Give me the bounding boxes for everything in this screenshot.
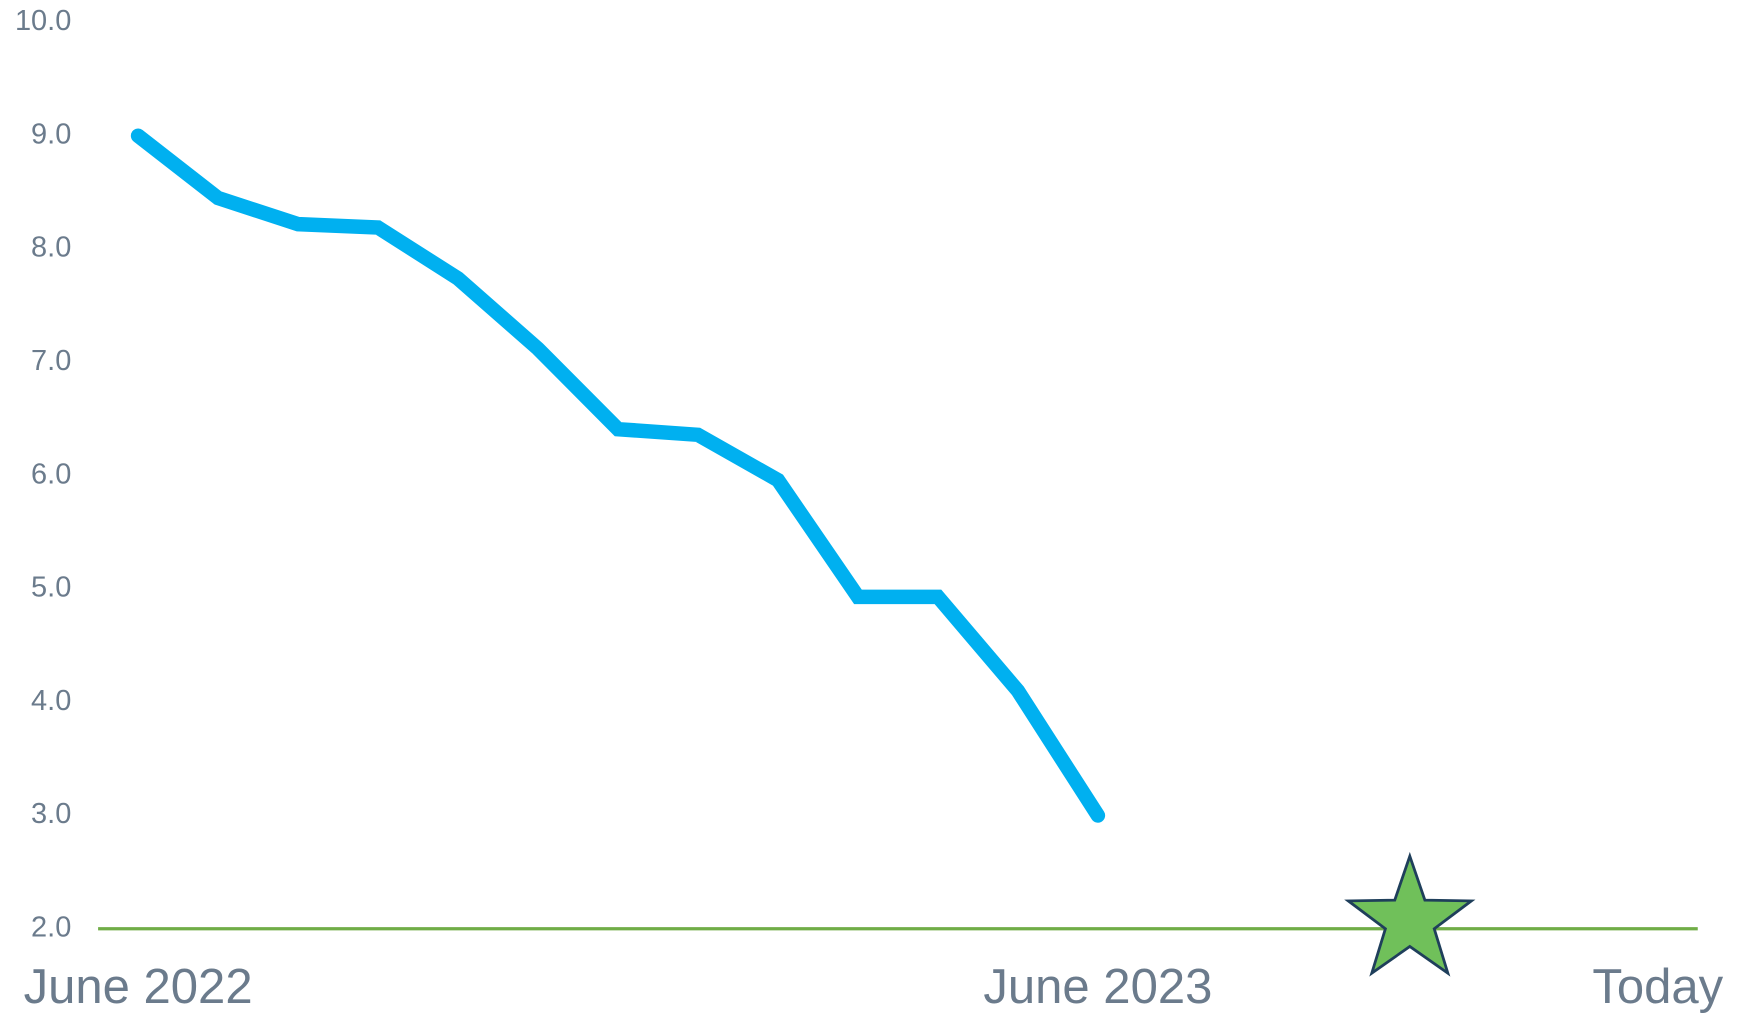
y-tick-label: 6.0 — [31, 458, 71, 490]
y-tick-label: 4.0 — [31, 685, 71, 717]
y-tick-label: 8.0 — [31, 232, 71, 264]
y-tick-label: 7.0 — [31, 345, 71, 377]
data-line — [130, 128, 1106, 823]
y-tick-label: 5.0 — [31, 572, 71, 604]
x-tick-label: Today — [1592, 960, 1723, 1014]
y-tick-label: 10.0 — [15, 5, 71, 37]
x-tick-label: June 2022 — [24, 960, 253, 1014]
y-tick-label: 2.0 — [31, 911, 71, 943]
y-tick-label: 3.0 — [31, 798, 71, 830]
target-star — [1344, 851, 1476, 977]
y-tick-label: 9.0 — [31, 118, 71, 150]
x-tick-label: June 2023 — [983, 960, 1212, 1014]
